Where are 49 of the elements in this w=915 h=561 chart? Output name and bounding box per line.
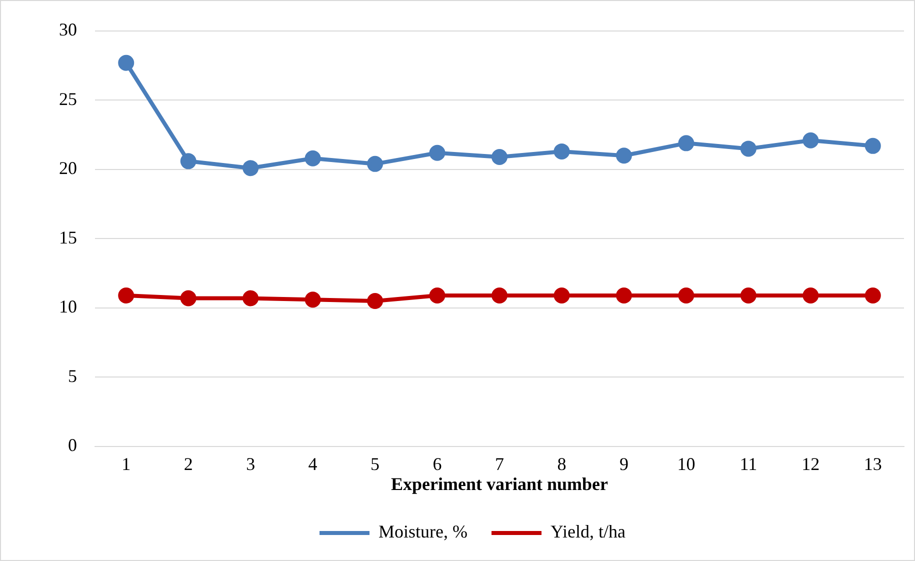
point bbox=[118, 54, 134, 71]
x-tick-label: 3 bbox=[246, 454, 256, 474]
point bbox=[616, 287, 632, 304]
y-tick-label: 25 bbox=[59, 88, 77, 109]
y-tick-label: 0 bbox=[68, 435, 77, 456]
point bbox=[678, 135, 694, 152]
point bbox=[802, 132, 819, 148]
point bbox=[802, 287, 819, 304]
x-tick-label: 9 bbox=[619, 454, 628, 474]
y-tick-label: 15 bbox=[59, 227, 77, 248]
y-tick-label: 10 bbox=[59, 296, 77, 317]
x-tick-label: 13 bbox=[864, 454, 882, 474]
point bbox=[429, 287, 446, 304]
x-tick-label: 12 bbox=[802, 454, 820, 474]
x-tick-label: 8 bbox=[557, 454, 566, 474]
point bbox=[740, 287, 756, 304]
point bbox=[242, 290, 259, 306]
x-axis-title: Experiment variant number bbox=[391, 474, 608, 494]
y-tick-label: 5 bbox=[68, 366, 77, 386]
point bbox=[864, 287, 881, 304]
x-tick-label: 5 bbox=[370, 454, 380, 474]
point bbox=[554, 143, 570, 160]
point bbox=[367, 293, 384, 310]
point bbox=[242, 160, 259, 176]
y-tick-label: 30 bbox=[59, 20, 77, 40]
point bbox=[304, 150, 321, 166]
point bbox=[864, 138, 881, 154]
point bbox=[180, 290, 196, 306]
x-tick-label: 7 bbox=[495, 454, 504, 474]
x-tick-label: 11 bbox=[740, 454, 758, 474]
x-tick-label: 4 bbox=[308, 454, 318, 474]
point bbox=[367, 156, 384, 172]
x-tick-label: 2 bbox=[184, 454, 193, 474]
y-tick-label: 20 bbox=[59, 158, 77, 178]
legend-label: Yield, t/ha bbox=[550, 522, 626, 542]
point bbox=[118, 287, 134, 304]
point bbox=[740, 140, 756, 157]
point bbox=[492, 149, 508, 166]
legend-label: Moisture, % bbox=[378, 522, 468, 542]
x-tick-label: 6 bbox=[432, 454, 442, 474]
point bbox=[554, 287, 570, 304]
x-tick-label: 10 bbox=[677, 454, 696, 474]
point bbox=[616, 148, 632, 164]
point bbox=[678, 287, 694, 304]
point bbox=[492, 287, 508, 304]
point bbox=[304, 292, 321, 308]
point bbox=[429, 144, 446, 161]
point bbox=[180, 153, 196, 170]
x-tick-label: 1 bbox=[122, 454, 131, 474]
